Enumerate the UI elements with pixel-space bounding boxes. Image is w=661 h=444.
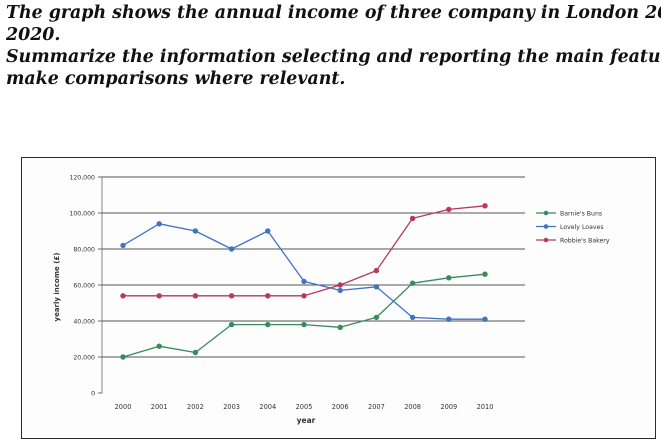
x-tick-label: 2007: [368, 403, 385, 411]
data-point: [192, 228, 199, 234]
data-point: [373, 314, 380, 321]
y-tick-label: 40,000: [73, 318, 95, 325]
y-tick-label: 80,000: [73, 246, 95, 253]
data-point: [482, 271, 488, 277]
series-line-1: [122, 223, 485, 320]
x-tick-label: 2001: [151, 403, 168, 411]
data-point: [192, 349, 199, 356]
data-point: [265, 228, 271, 234]
data-point: [373, 267, 380, 274]
axis-layer: 0 20,000 40,000 60,000 80,000 100,000 120,000 2…: [69, 174, 493, 411]
data-point: [228, 321, 235, 328]
data-point: [409, 280, 416, 286]
x-tick-label: 2010: [477, 403, 494, 411]
y-tick-label: 0: [91, 390, 95, 397]
y-tick-label: 120,000: [69, 174, 95, 181]
data-point: [409, 215, 416, 222]
data-point: [265, 293, 271, 299]
data-point: [409, 314, 416, 321]
data-point: [337, 287, 343, 294]
data-point: [373, 284, 380, 290]
x-axis-title: year: [297, 416, 316, 425]
data-point: [120, 242, 126, 249]
x-tick-label: 2006: [332, 403, 349, 411]
x-tick-label: 2000: [115, 403, 132, 411]
series-line-0: [122, 273, 486, 358]
data-point: [446, 316, 452, 322]
series-layer: [120, 203, 488, 360]
data-point: [120, 293, 126, 299]
legend-label: Barnie's Buns: [560, 210, 602, 217]
prompt-line-2: 2020.: [6, 25, 61, 45]
legend-label: Lovely Loaves: [560, 224, 604, 231]
data-point: [482, 316, 488, 322]
x-tick-label: 2002: [187, 403, 204, 411]
line-chart: 0 20,000 40,000 60,000 80,000 100,000 120,000 2…: [53, 174, 610, 425]
data-point: [192, 293, 199, 299]
chart-frame: 0 20,000 40,000 60,000 80,000 100,000 120,000 2…: [21, 157, 656, 439]
data-point: [120, 354, 126, 360]
prompt-line-1: The graph shows the annual income of thr…: [6, 3, 661, 23]
data-point: [337, 282, 343, 288]
x-tick-label: 2004: [259, 403, 276, 411]
y-tick-label: 100,000: [69, 210, 95, 217]
legend: Barnie's Buns Lovely Loaves Robbie's Baker…: [536, 210, 610, 244]
x-tick-label: 2009: [440, 403, 457, 411]
data-point: [156, 293, 162, 299]
data-point: [301, 293, 307, 299]
y-tick-label: 20,000: [73, 354, 95, 361]
legend-swatch-dot: [543, 224, 549, 229]
data-point: [265, 321, 271, 328]
legend-swatch-dot: [543, 237, 549, 243]
task-prompt: The graph shows the annual income of thr…: [6, 2, 661, 90]
data-point: [482, 203, 488, 209]
legend-label: Robbie's Bakery: [560, 237, 610, 244]
data-point: [446, 206, 452, 213]
data-point: [446, 275, 452, 281]
data-point: [156, 221, 162, 227]
data-point: [156, 343, 162, 349]
y-tick-label: 60,000: [73, 282, 95, 289]
data-point: [228, 293, 235, 299]
y-axis-title: yearly income (£): [53, 253, 61, 322]
x-tick-label: 2003: [223, 403, 240, 411]
prompt-line-3: Summarize the information selecting and …: [6, 47, 661, 67]
data-point: [337, 324, 343, 330]
x-tick-label: 2008: [404, 403, 421, 411]
x-tick-label: 2005: [296, 403, 313, 411]
data-point: [301, 278, 307, 285]
legend-swatch-dot: [543, 210, 549, 216]
data-point: [228, 246, 235, 252]
data-point: [301, 321, 307, 328]
grid-layer: [102, 176, 525, 358]
prompt-line-4: make comparisons where relevant.: [6, 69, 346, 89]
